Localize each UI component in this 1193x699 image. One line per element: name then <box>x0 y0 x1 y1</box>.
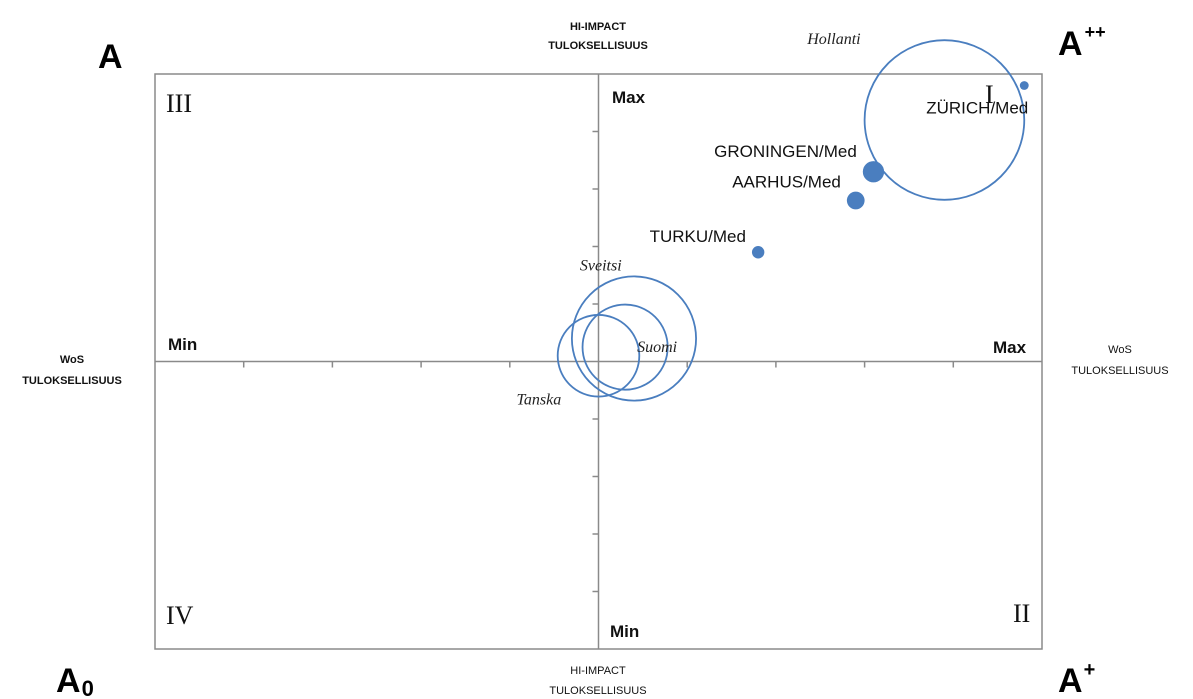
bottom-axis-caption-line2: TULOKSELLISUUS <box>549 685 646 697</box>
label-aarhus-med: AARHUS/Med <box>732 173 841 192</box>
quadrant-label-I: I <box>985 80 994 109</box>
grade-top-right-sup: ++ <box>1085 22 1106 42</box>
bottom-axis-caption-line1: HI-IMPACT <box>570 665 626 677</box>
x-min-label: Min <box>168 335 197 354</box>
grade-bottom-right-base: A <box>1058 662 1083 699</box>
quadrant-label-III: III <box>166 89 192 118</box>
point-groningen-med <box>862 161 885 183</box>
grade-top-right: A ++ <box>1058 22 1106 63</box>
point-turku-med <box>751 246 765 259</box>
data-labels: ZÜRICH/Med Hollanti GRONINGEN/Med AARHUS/Me… <box>517 31 1029 408</box>
data-points <box>556 39 1029 402</box>
label-hollanti: Hollanti <box>806 31 860 48</box>
label-z-rich-med: ZÜRICH/Med <box>926 99 1028 118</box>
top-axis-caption-line1: HI-IMPACT <box>570 21 626 33</box>
right-axis-caption-line2: TULOKSELLISUUS <box>1071 365 1168 377</box>
quadrant-label-II: II <box>1013 599 1030 628</box>
grade-top-left-base: A <box>98 38 123 76</box>
label-tanska: Tanska <box>517 392 562 409</box>
label-groningen-med: GRONINGEN/Med <box>714 142 857 161</box>
point-sveitsi <box>570 275 697 402</box>
y-max-label: Max <box>612 88 646 107</box>
grade-bottom-left-sub: 0 <box>82 676 94 699</box>
grade-bottom-left-base: A <box>56 662 81 699</box>
label-turku-med: TURKU/Med <box>650 227 746 246</box>
point-hollanti <box>863 39 1026 201</box>
grade-bottom-left: A0 <box>56 662 94 699</box>
right-axis-caption-line1: WoS <box>1108 344 1132 356</box>
point-suomi <box>581 303 669 391</box>
grade-top-right-base: A <box>1058 25 1083 63</box>
x-max-label: Max <box>993 338 1027 357</box>
point-tanska <box>556 314 641 398</box>
label-suomi: Suomi <box>637 339 677 356</box>
point-z-rich-med <box>1019 81 1029 90</box>
top-axis-caption-line2: TULOKSELLISUUS <box>548 40 648 52</box>
grade-top-left: A <box>98 38 123 76</box>
left-axis-caption-line1: WoS <box>60 354 84 366</box>
grade-bottom-right-sup: + <box>1084 659 1096 681</box>
quadrant-label-IV: IV <box>166 601 194 630</box>
point-aarhus-med <box>846 191 865 210</box>
left-axis-caption-line2: TULOKSELLISUUS <box>22 375 122 387</box>
label-sveitsi: Sveitsi <box>580 257 622 274</box>
axis-ticks <box>242 130 955 593</box>
grade-bottom-right: A+ <box>1058 659 1095 699</box>
y-min-label: Min <box>610 622 639 641</box>
